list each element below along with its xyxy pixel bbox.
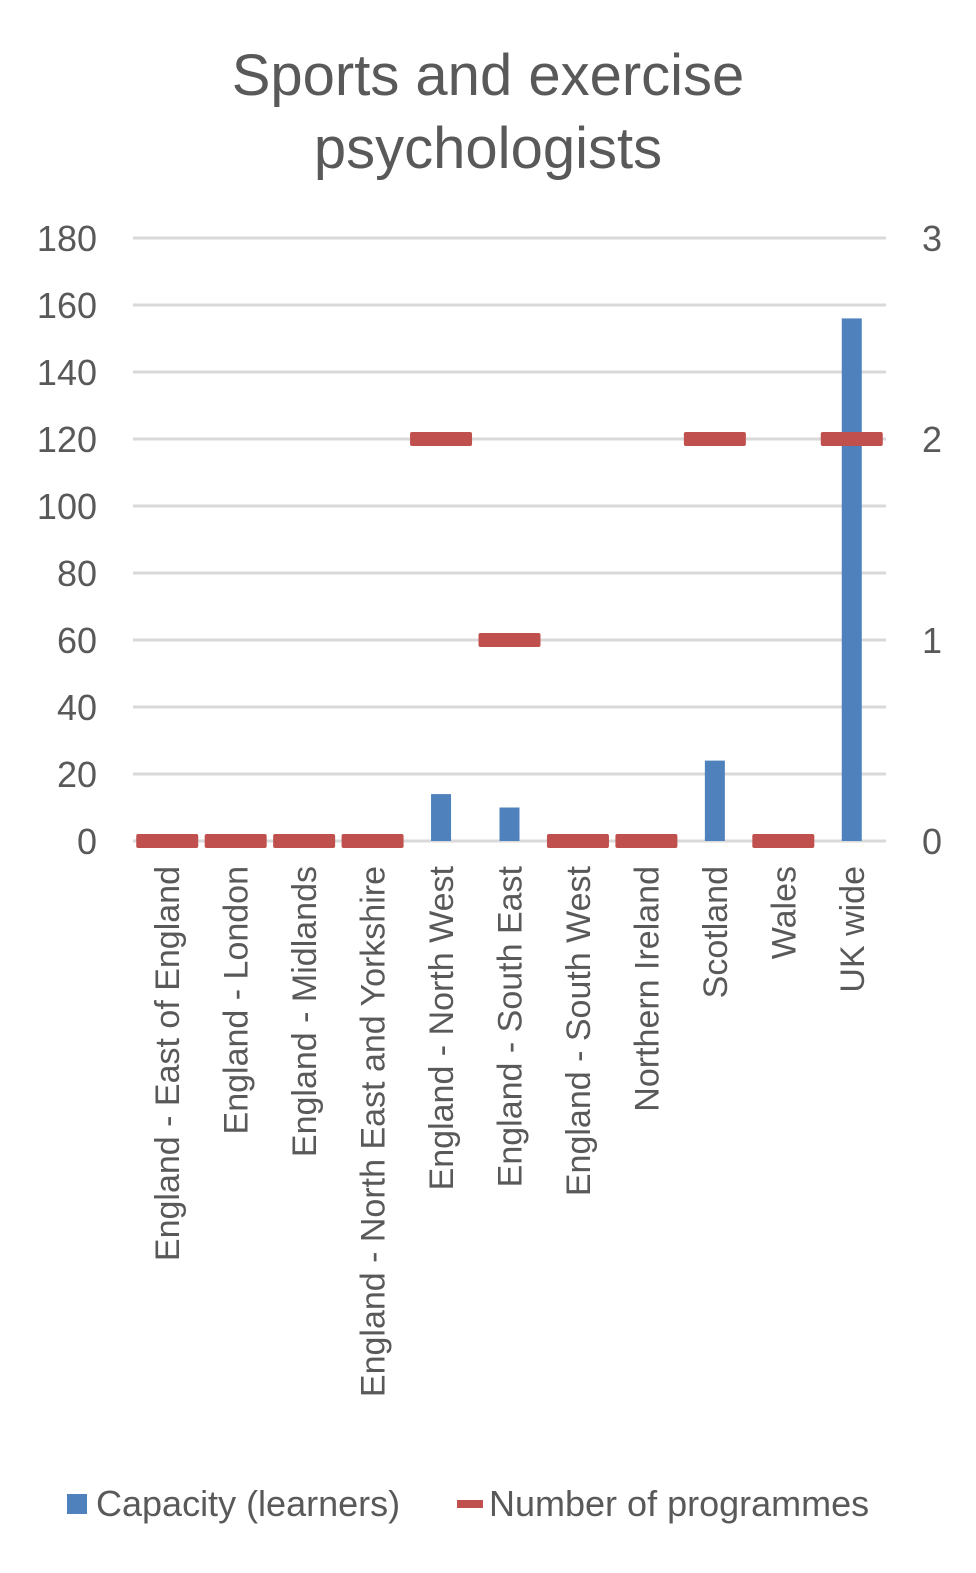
x-tick-label: Northern Ireland bbox=[628, 866, 666, 1112]
marker-programmes bbox=[752, 834, 815, 848]
chart-title-line-2: psychologists bbox=[314, 116, 662, 181]
marker-programmes bbox=[273, 834, 336, 848]
legend-label-capacity: Capacity (learners) bbox=[96, 1483, 400, 1524]
marker-programmes bbox=[478, 633, 541, 647]
y2-tick-label: 1 bbox=[922, 620, 942, 661]
y-tick-label: 80 bbox=[57, 553, 97, 594]
chart-title-line-1: Sports and exercise bbox=[232, 43, 745, 108]
y2-tick-label: 0 bbox=[922, 821, 942, 862]
y2-tick-label: 3 bbox=[922, 218, 942, 259]
x-tick-label: England - North East and Yorkshire bbox=[355, 866, 393, 1397]
marker-programmes bbox=[683, 432, 746, 446]
marker-programmes bbox=[820, 432, 883, 446]
bar-capacity bbox=[841, 318, 862, 841]
bar-capacity bbox=[704, 760, 725, 841]
x-tick-label: England - East of England bbox=[149, 866, 187, 1261]
x-tick-label: England - London bbox=[218, 866, 256, 1134]
legend: Capacity (learners) Number of programmes bbox=[67, 1483, 869, 1524]
y-tick-label: 60 bbox=[57, 620, 97, 661]
y-tick-label: 0 bbox=[77, 821, 97, 862]
y-tick-label: 20 bbox=[57, 754, 97, 795]
marker-programmes bbox=[615, 834, 678, 848]
bar-capacity bbox=[499, 807, 520, 841]
y-tick-label: 160 bbox=[37, 285, 97, 326]
legend-swatch-capacity bbox=[67, 1494, 87, 1514]
x-tick-label: Scotland bbox=[697, 866, 735, 998]
x-tick-label: England - South West bbox=[560, 865, 598, 1196]
y-tick-label: 40 bbox=[57, 687, 97, 728]
marker-programmes bbox=[410, 432, 473, 446]
y2-tick-label: 2 bbox=[922, 419, 942, 460]
y-tick-label: 180 bbox=[37, 218, 97, 259]
marker-programmes bbox=[204, 834, 267, 848]
marker-programmes bbox=[136, 834, 199, 848]
y-tick-label: 100 bbox=[37, 486, 97, 527]
x-tick-label: England - Midlands bbox=[286, 866, 324, 1157]
x-tick-label: UK wide bbox=[834, 866, 872, 993]
x-tick-label: England - South East bbox=[492, 865, 530, 1187]
y-tick-label: 140 bbox=[37, 352, 97, 393]
legend-label-programmes: Number of programmes bbox=[489, 1483, 869, 1524]
y-tick-label: 120 bbox=[37, 419, 97, 460]
x-tick-label: England - North West bbox=[423, 865, 461, 1190]
x-tick-label: Wales bbox=[765, 866, 803, 959]
marker-programmes bbox=[341, 834, 404, 848]
marker-programmes bbox=[546, 834, 609, 848]
bar-capacity bbox=[431, 794, 452, 841]
legend-swatch-programmes bbox=[457, 1500, 483, 1508]
